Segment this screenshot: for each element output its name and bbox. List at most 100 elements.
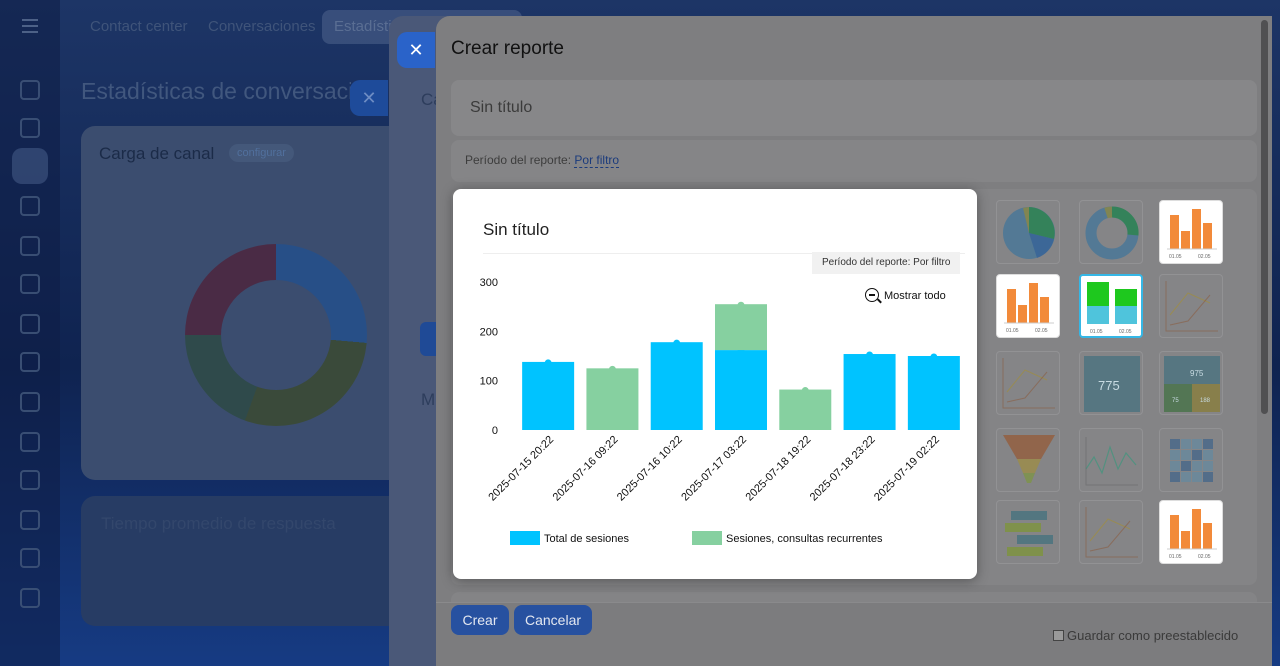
- response-time-card: Tiempo promedio de respuesta: [81, 496, 411, 626]
- cart-icon[interactable]: [20, 274, 40, 294]
- card-title: Carga de canal: [99, 144, 215, 163]
- legend-label: Total de sesiones: [544, 533, 629, 545]
- legend-label: Sesiones, consultas recurrentes: [726, 533, 883, 545]
- widget-thumb-bar-orange[interactable]: 01.05 02.05: [1159, 200, 1223, 264]
- configure-link[interactable]: configurar: [229, 144, 294, 162]
- widget-thumb-line-gray[interactable]: [1079, 500, 1143, 564]
- checklist-icon[interactable]: [20, 118, 40, 138]
- legend-swatch: [510, 531, 540, 545]
- tab-conversaciones[interactable]: Conversaciones: [208, 18, 316, 35]
- data-point[interactable]: [801, 387, 809, 395]
- svg-text:01.05: 01.05: [1006, 328, 1019, 334]
- widget-thumb-line-gray[interactable]: [1159, 274, 1223, 338]
- panel-text-fragment: M: [421, 390, 436, 409]
- x-tick-label: 2025-07-16 09:22: [551, 434, 621, 504]
- data-point[interactable]: [673, 339, 681, 347]
- close-icon[interactable]: ✕: [350, 80, 388, 116]
- y-tick-label: 100: [480, 376, 498, 388]
- x-tick-label: 2025-07-18 23:22: [808, 434, 878, 504]
- show-all-label: Mostrar todo: [884, 290, 946, 302]
- widget-thumb-pie[interactable]: [996, 200, 1060, 264]
- bar-recurrent-sessions[interactable]: [586, 368, 639, 430]
- data-point[interactable]: [866, 351, 874, 359]
- widget-thumb-bar-orange[interactable]: 01.05 02.05: [996, 274, 1060, 338]
- x-tick-label: 2025-07-15 20:22: [486, 434, 556, 504]
- svg-text:01.05: 01.05: [1090, 329, 1103, 335]
- report-name-input[interactable]: Sin título: [451, 80, 1257, 136]
- divider: [483, 253, 965, 254]
- check-shield-icon[interactable]: [20, 432, 40, 452]
- calendar-icon[interactable]: [20, 352, 40, 372]
- period-badge: Período del reporte: Por filtro: [812, 252, 961, 274]
- scrollbar[interactable]: [1261, 20, 1268, 414]
- briefcase-icon[interactable]: [20, 392, 40, 412]
- arrows-icon[interactable]: [20, 588, 40, 608]
- save-preset-checkbox[interactable]: [1053, 630, 1064, 641]
- x-tick-label: 2025-07-18 19:22: [744, 434, 814, 504]
- pen-icon[interactable]: [20, 510, 40, 530]
- bar-total-sessions[interactable]: [907, 356, 960, 430]
- save-preset-label: Guardar como preestablecido: [1067, 628, 1239, 643]
- id-card-icon[interactable]: [20, 314, 40, 334]
- bar-chart-icon[interactable]: [20, 236, 40, 256]
- legend-item[interactable]: Total de sesiones: [510, 531, 629, 545]
- save-preset-option[interactable]: Guardar como preestablecido: [1053, 628, 1238, 643]
- preview-title: Sin título: [483, 220, 550, 239]
- donut-chart: [185, 244, 367, 426]
- dialog-title: Crear reporte: [451, 38, 564, 59]
- x-tick-label: 2025-07-16 10:22: [615, 434, 685, 504]
- create-button[interactable]: Crear: [451, 605, 509, 635]
- page-title: Estadísticas de conversaciones: [81, 78, 351, 104]
- filter-icon[interactable]: [12, 148, 48, 184]
- bar-total-sessions[interactable]: [843, 354, 896, 430]
- data-point[interactable]: [544, 359, 552, 367]
- data-point[interactable]: [737, 301, 745, 309]
- close-icon[interactable]: ✕: [397, 32, 435, 68]
- settings-icon[interactable]: [20, 548, 40, 568]
- svg-text:02.05: 02.05: [1119, 329, 1132, 335]
- edit-doc-icon[interactable]: [20, 470, 40, 490]
- period-filter-link[interactable]: Por filtro: [574, 153, 620, 168]
- widget-thumb-line-green[interactable]: [1079, 428, 1143, 492]
- widget-thumb-number-tile[interactable]: 775: [1079, 351, 1143, 415]
- svg-text:188: 188: [1200, 398, 1211, 404]
- bar-total-sessions[interactable]: [650, 342, 703, 430]
- svg-text:02.05: 02.05: [1198, 554, 1211, 560]
- bar-total-sessions[interactable]: [715, 350, 767, 430]
- y-tick-label: 200: [480, 326, 498, 338]
- left-sidebar: [0, 0, 60, 666]
- svg-text:01.05: 01.05: [1169, 254, 1182, 260]
- x-tick-label: 2025-07-17 03:22: [679, 434, 749, 504]
- card-title: Tiempo promedio de respuesta: [101, 514, 336, 533]
- widget-thumb-funnel[interactable]: [996, 428, 1060, 492]
- widget-thumb-line-gray[interactable]: [996, 351, 1060, 415]
- widget-thumb-donut[interactable]: [1079, 200, 1143, 264]
- bar-recurrent-sessions[interactable]: [779, 389, 832, 430]
- widget-thumb-heatmap[interactable]: [1159, 428, 1223, 492]
- data-point[interactable]: [608, 365, 616, 373]
- data-point[interactable]: [930, 353, 938, 361]
- x-tick-label: 2025-07-19 02:22: [872, 434, 942, 504]
- svg-text:75: 75: [1172, 398, 1179, 404]
- bar-total-sessions[interactable]: [522, 361, 575, 430]
- widget-thumb-bar-orange[interactable]: 01.05 02.05: [1159, 500, 1223, 564]
- legend-item[interactable]: Sesiones, consultas recurrentes: [692, 531, 883, 545]
- y-tick-label: 0: [492, 425, 498, 437]
- show-all-button[interactable]: Mostrar todo: [865, 288, 946, 302]
- svg-text:01.05: 01.05: [1169, 554, 1182, 560]
- legend-swatch: [692, 531, 722, 545]
- widget-thumb-stacked-bar[interactable]: 01.05 02.05: [1079, 274, 1143, 338]
- widget-thumb-multi-number-tile[interactable]: 975 75 188: [1159, 351, 1223, 415]
- panel-button[interactable]: [420, 322, 440, 356]
- svg-text:975: 975: [1190, 369, 1204, 378]
- refresh-icon[interactable]: [20, 80, 40, 100]
- cancel-button[interactable]: Cancelar: [514, 605, 592, 635]
- svg-text:02.05: 02.05: [1035, 328, 1048, 334]
- period-label: Período del reporte:: [465, 153, 572, 167]
- menu-icon[interactable]: [22, 19, 38, 33]
- bar-recurrent-sessions[interactable]: [715, 304, 767, 351]
- tab-contact-center[interactable]: Contact center: [90, 18, 188, 35]
- inbox-icon[interactable]: [20, 196, 40, 216]
- widget-thumb-horizontal-bars[interactable]: [996, 500, 1060, 564]
